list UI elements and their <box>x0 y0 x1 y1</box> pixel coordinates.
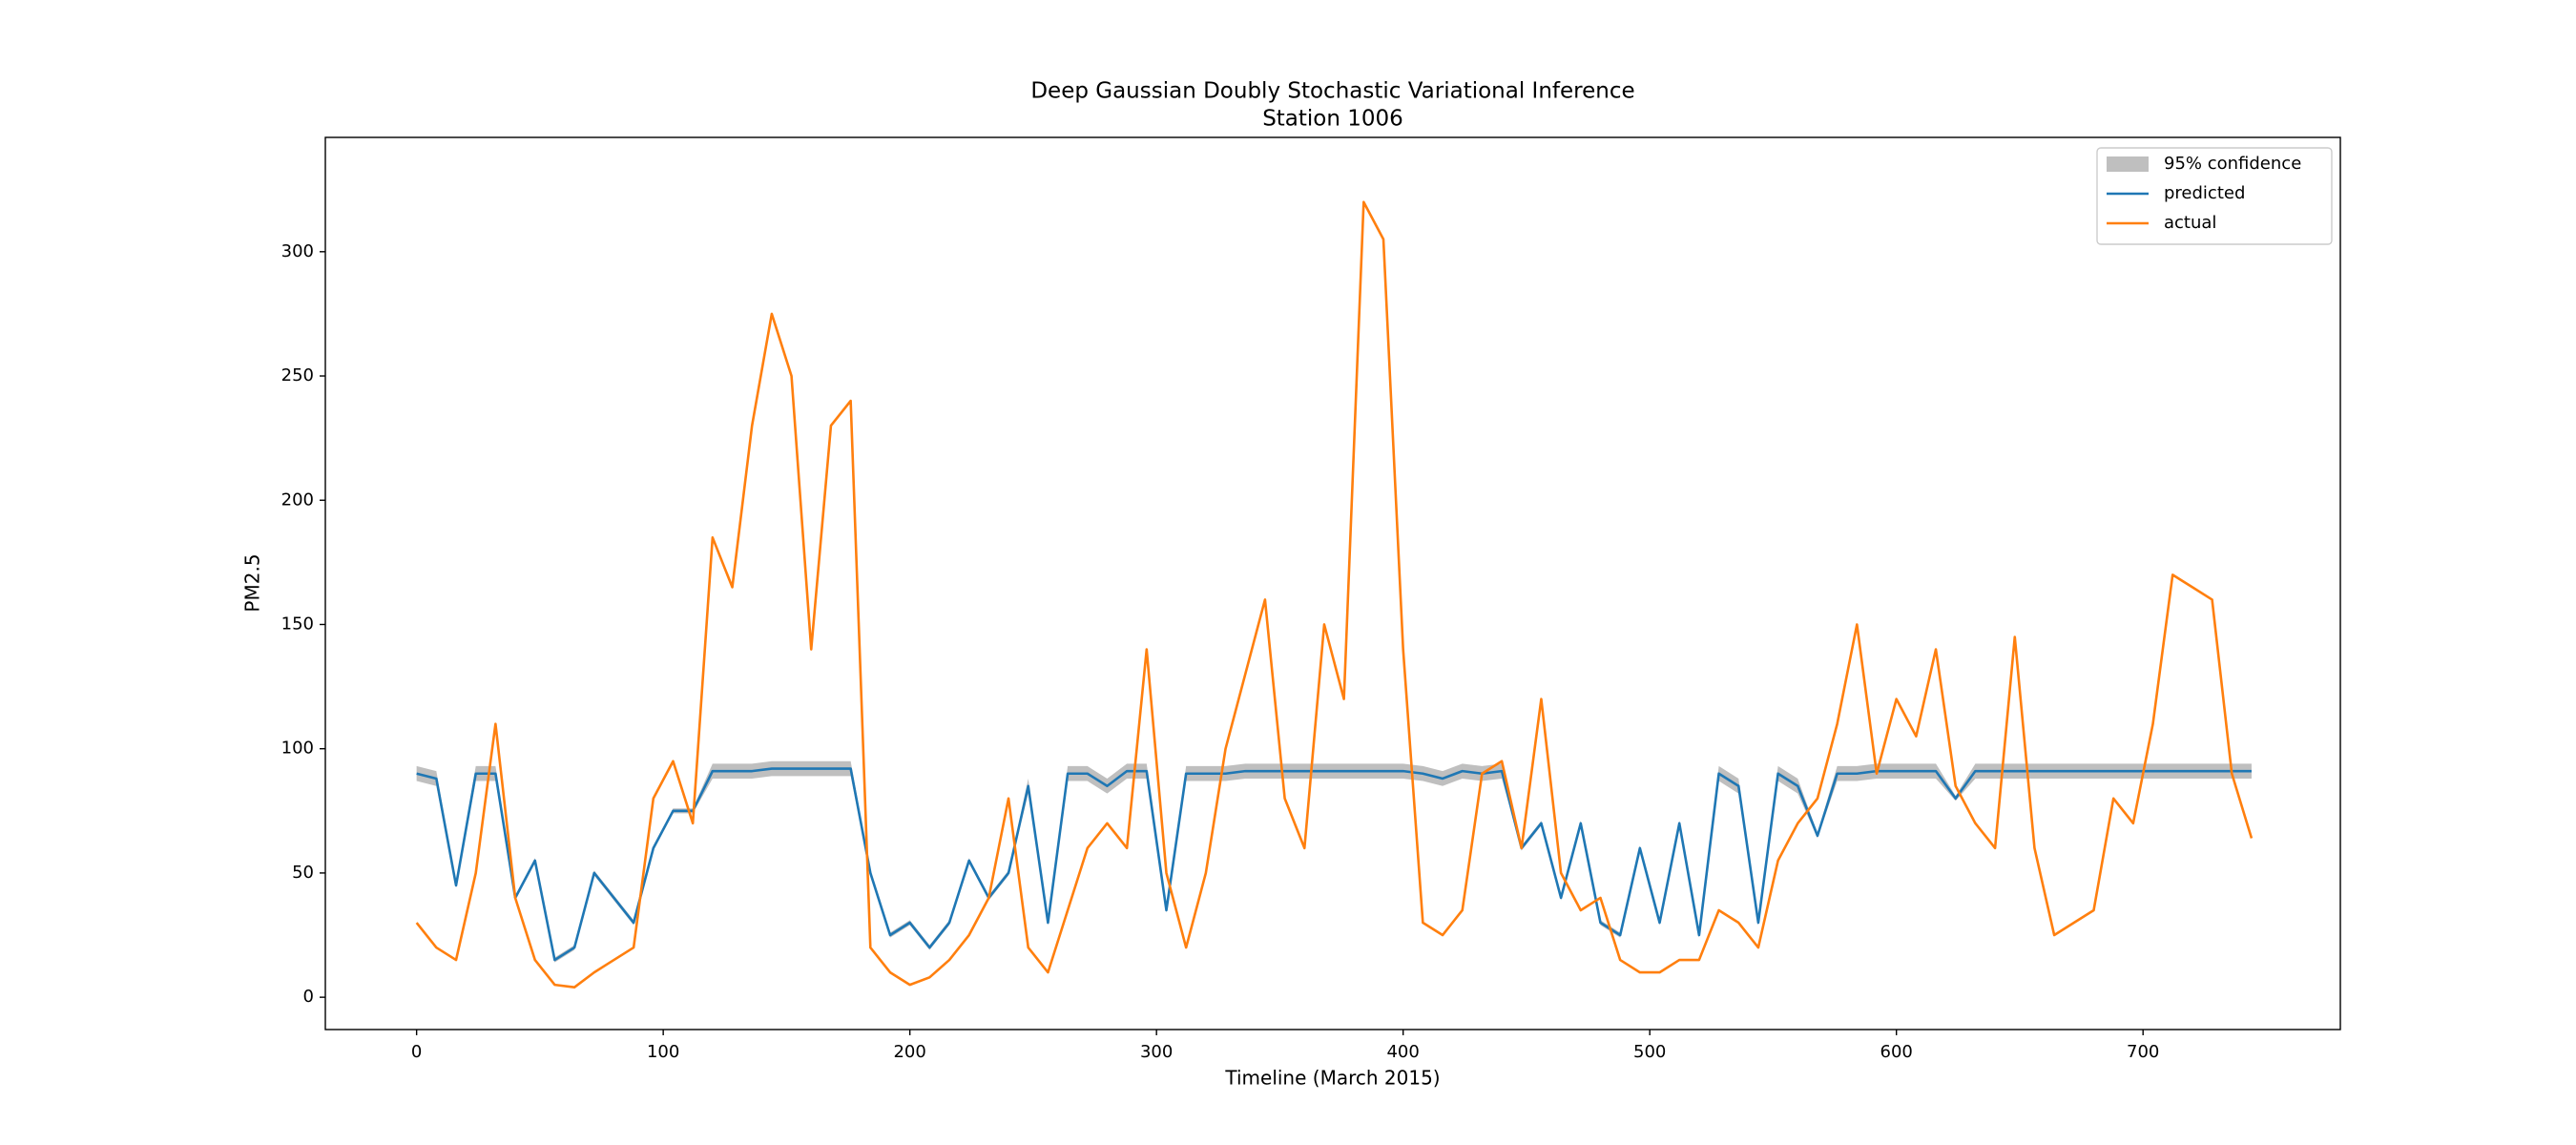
legend-box <box>2096 147 2333 245</box>
x-tick-label: 100 <box>647 1042 679 1062</box>
x-tick-label: 300 <box>1140 1042 1173 1062</box>
legend-label: 95% confidence <box>2164 154 2301 174</box>
y-tick-label: 300 <box>281 241 314 261</box>
y-tick-label: 150 <box>281 614 314 634</box>
legend-label: actual <box>2164 213 2216 233</box>
chart-title: Deep Gaussian Doubly Stochastic Variatio… <box>1030 79 1634 104</box>
x-tick-label: 600 <box>1880 1042 1913 1062</box>
x-tick-label: 700 <box>2127 1042 2159 1062</box>
y-tick-label: 250 <box>281 365 314 385</box>
x-tick-label: 200 <box>893 1042 925 1062</box>
series-line <box>416 767 2252 962</box>
x-tick-label: 0 <box>411 1042 422 1062</box>
y-tick-label: 50 <box>292 863 314 883</box>
y-tick-label: 200 <box>281 489 314 510</box>
legend-label: predicted <box>2164 183 2245 203</box>
x-tick-label: 500 <box>1633 1042 1666 1062</box>
legend-swatch <box>2107 156 2149 172</box>
series-line <box>415 200 2254 989</box>
confidence-band <box>416 760 2252 963</box>
y-axis-label: PM2.5 <box>241 553 264 612</box>
chart-subtitle: Station 1006 <box>1262 107 1403 132</box>
plot-frame <box>324 136 2341 1030</box>
y-tick-label: 0 <box>303 987 314 1007</box>
x-axis-label: Timeline (March 2015) <box>1224 1067 1440 1090</box>
x-tick-label: 400 <box>1386 1042 1419 1062</box>
y-tick-label: 100 <box>281 739 314 759</box>
